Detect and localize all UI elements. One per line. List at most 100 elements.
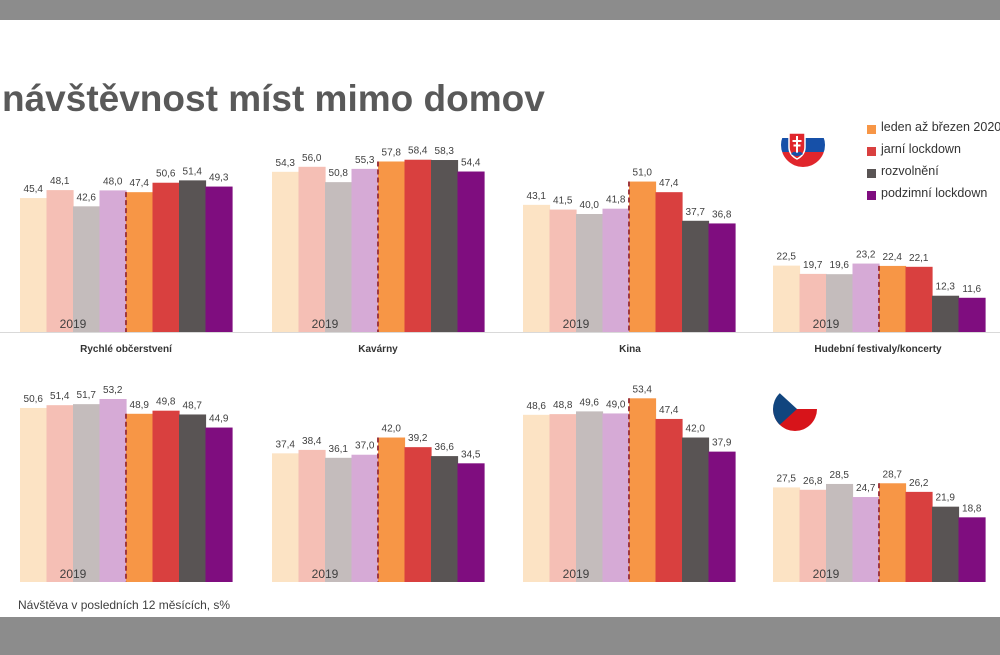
data-label: 38,4 <box>302 436 322 447</box>
bar <box>152 410 180 582</box>
bar <box>179 414 207 582</box>
chart-panel: 50,6 51,4 51,7 53,2 48,9 49,8 48,7 44,9 2019 <box>20 385 233 582</box>
bar <box>852 263 880 332</box>
chart-panel: 43,1 41,5 40,0 41,8 51,0 47,4 37,7 36,8 2019 Kina <box>504 168 756 355</box>
bar <box>272 171 300 332</box>
data-label: 56,0 <box>302 153 322 164</box>
bar <box>549 414 577 582</box>
bar <box>298 166 326 332</box>
category-label: Rychlé občerstvení <box>80 344 173 355</box>
data-label: 50,6 <box>156 169 176 180</box>
data-label: 19,6 <box>830 260 850 271</box>
footnote: Návštěva v posledních 12 měsících, s% <box>18 598 231 612</box>
data-label: 54,4 <box>461 158 481 169</box>
bar <box>826 274 854 332</box>
bar <box>431 160 459 332</box>
slovakia-flag-icon <box>781 123 825 167</box>
data-label: 37,9 <box>712 438 732 449</box>
bar <box>20 407 48 582</box>
data-label: 51,4 <box>50 391 70 402</box>
data-label: 36,6 <box>435 442 455 453</box>
bar <box>576 214 604 332</box>
legend-swatch <box>867 125 876 134</box>
bar <box>958 297 986 332</box>
data-label: 58,4 <box>408 146 428 157</box>
chart-panel: 22,5 19,7 19,6 23,2 22,4 22,1 12,3 11,6 2019 Hude… <box>756 250 1000 355</box>
data-label: 49,0 <box>606 399 626 410</box>
data-label: 19,7 <box>803 260 823 271</box>
data-label: 26,8 <box>803 476 823 487</box>
bar <box>99 398 127 582</box>
bar <box>549 209 577 332</box>
bar <box>932 506 960 582</box>
bar <box>905 491 933 582</box>
data-label: 53,2 <box>103 385 123 396</box>
bar <box>126 413 154 582</box>
bar <box>457 171 485 332</box>
bar <box>708 451 736 582</box>
bar <box>576 411 604 582</box>
year-label: 2019 <box>312 317 339 331</box>
top-band <box>0 0 1000 20</box>
bar <box>298 449 326 582</box>
page-title: návštěvnost míst mimo domov <box>2 78 545 119</box>
data-label: 18,8 <box>962 503 982 514</box>
bar <box>20 198 48 332</box>
bar <box>879 483 907 582</box>
data-label: 37,7 <box>686 207 706 218</box>
data-label: 47,4 <box>659 405 679 416</box>
data-label: 11,6 <box>962 284 981 295</box>
data-label: 28,7 <box>883 469 903 480</box>
year-label: 2019 <box>813 317 840 331</box>
bar <box>126 192 154 332</box>
bar <box>905 266 933 332</box>
data-label: 23,2 <box>856 250 876 261</box>
bar <box>523 414 551 582</box>
data-label: 41,8 <box>606 195 626 206</box>
year-label: 2019 <box>563 317 590 331</box>
data-label: 55,3 <box>355 155 375 166</box>
bar <box>457 463 485 582</box>
bar <box>958 517 986 582</box>
bar <box>205 186 233 332</box>
data-label: 51,4 <box>183 166 203 177</box>
legend-swatch <box>867 191 876 200</box>
data-label: 44,9 <box>209 414 229 425</box>
category-label: Hudební festivaly/koncerty <box>814 344 942 355</box>
data-label: 36,8 <box>712 209 732 220</box>
bottom-band <box>0 617 1000 655</box>
data-label: 41,5 <box>553 196 573 207</box>
data-label: 51,0 <box>633 168 653 179</box>
bar <box>629 398 657 582</box>
data-label: 34,5 <box>461 449 481 460</box>
bar <box>602 208 630 332</box>
legend-swatch <box>867 169 876 178</box>
bar <box>351 168 379 332</box>
bar <box>655 418 683 582</box>
data-label: 36,1 <box>329 444 349 455</box>
data-label: 37,0 <box>355 441 375 452</box>
bar <box>205 427 233 582</box>
data-label: 43,1 <box>527 191 547 202</box>
bar <box>73 206 101 332</box>
data-label: 57,8 <box>382 147 402 158</box>
chart-panel: 48,6 48,8 49,6 49,0 53,4 47,4 42,0 37,9 2019 <box>523 384 736 582</box>
bar <box>152 182 180 332</box>
data-label: 54,3 <box>276 158 296 169</box>
legend-label: rozvolnění <box>881 164 939 178</box>
legend-swatch <box>867 147 876 156</box>
bar <box>682 220 710 332</box>
bar <box>272 453 300 582</box>
data-label: 47,4 <box>130 178 150 189</box>
category-label: Kavárny <box>358 344 398 355</box>
data-label: 48,0 <box>103 176 123 187</box>
bar <box>773 487 801 582</box>
data-label: 49,8 <box>156 397 176 408</box>
data-label: 21,9 <box>936 493 956 504</box>
bar <box>179 180 207 332</box>
czech-flag-icon <box>773 387 817 431</box>
bar <box>799 489 827 582</box>
bar <box>325 457 353 582</box>
bar <box>46 190 74 332</box>
data-label: 12,3 <box>936 282 956 293</box>
